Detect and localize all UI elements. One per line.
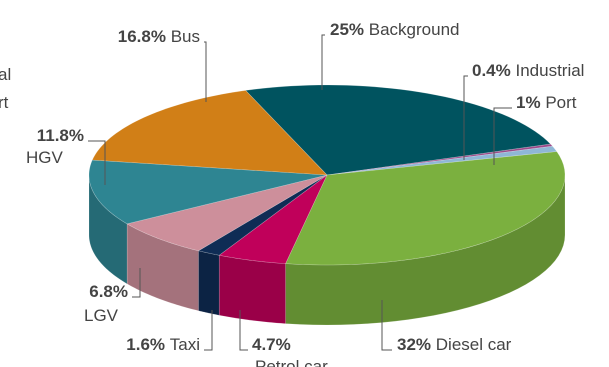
slice-label: 0.4% Industrial xyxy=(472,61,584,80)
data-label: 11.8% xyxy=(37,126,84,145)
data-label: 1.6% xyxy=(126,335,165,354)
category-label: Bus xyxy=(171,27,200,46)
slice xyxy=(126,174,328,252)
slice xyxy=(197,174,328,256)
slice xyxy=(285,151,566,266)
leader-line xyxy=(204,41,207,102)
leader-line xyxy=(381,300,392,351)
slice xyxy=(218,174,328,264)
leader-line xyxy=(239,310,248,351)
cropped-text: al xyxy=(0,65,11,84)
slice xyxy=(88,159,328,225)
slice-side xyxy=(218,254,286,324)
cropped-text: rt xyxy=(0,93,9,112)
slice xyxy=(326,143,554,176)
slice-label: 16.8% Bus xyxy=(118,27,200,46)
data-label: 4.7% xyxy=(252,335,291,354)
category-label: Petrol car xyxy=(255,357,328,367)
category-label: LGV xyxy=(84,306,119,325)
slice xyxy=(326,145,558,176)
category-label: Diesel car xyxy=(436,335,512,354)
category-label: Industrial xyxy=(515,61,584,80)
category-label: Taxi xyxy=(170,335,200,354)
slice-label: 1% Port xyxy=(516,93,577,112)
sides xyxy=(88,174,566,326)
category-label: Port xyxy=(545,93,576,112)
data-label: 1% xyxy=(516,93,541,112)
slice-side xyxy=(198,250,220,316)
category-label: HGV xyxy=(26,148,64,167)
leader-line xyxy=(321,34,325,90)
slice-label: 1.6% Taxi xyxy=(126,335,200,354)
data-label: 16.8% xyxy=(118,27,166,46)
data-label: 32% xyxy=(397,335,431,354)
leader-line xyxy=(204,310,213,351)
slice xyxy=(91,90,328,176)
leader-line xyxy=(88,140,106,185)
category-label: Background xyxy=(369,20,460,39)
leader-line xyxy=(132,268,141,298)
slice-label: 32% Diesel car xyxy=(397,335,512,354)
slice-label: 25% Background xyxy=(330,20,460,39)
data-label: 0.4% xyxy=(472,61,511,80)
slice xyxy=(244,84,552,176)
data-label: 25% xyxy=(330,20,364,39)
leader-line xyxy=(463,75,468,160)
data-label: 6.8% xyxy=(89,282,128,301)
leader-line xyxy=(493,107,512,165)
